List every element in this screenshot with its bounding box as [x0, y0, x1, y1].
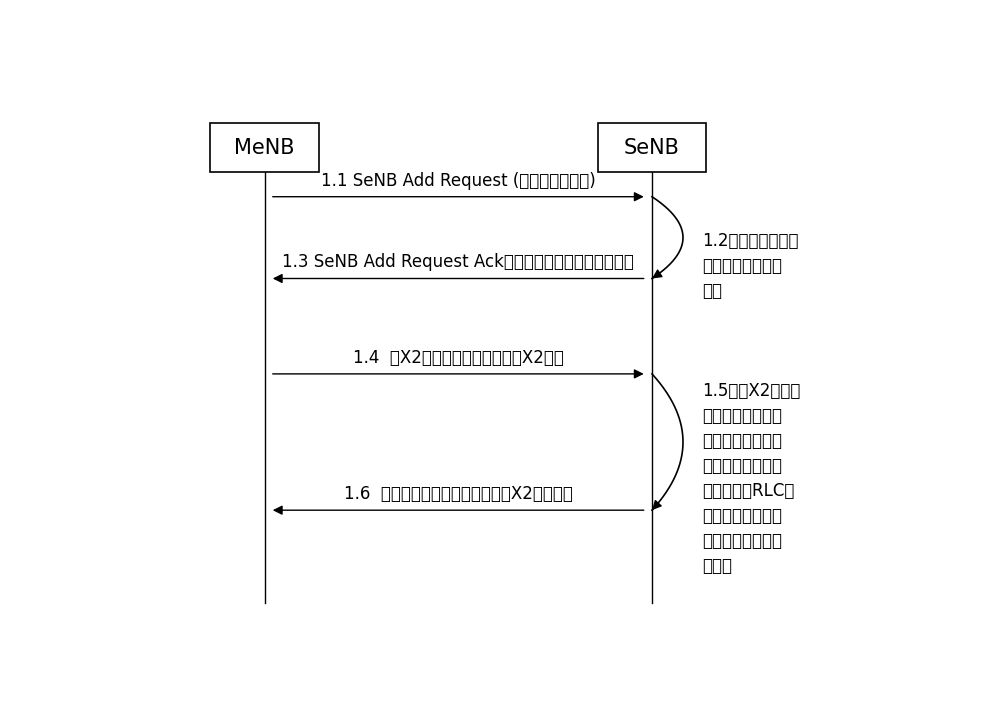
Text: 1.4  以X2数据报文格式持续发送X2数据: 1.4 以X2数据报文格式持续发送X2数据 [353, 349, 564, 367]
Bar [210, 123, 319, 172]
Bar [598, 123, 706, 172]
Text: 1.6  在状态报告定时器超时，发送X2状态报告: 1.6 在状态报告定时器超时，发送X2状态报告 [344, 485, 573, 503]
Text: 1.5检测X2序列号
是否连续，如果不
连续则记录非连续
报文段的个数，并
下发报文给RLC协
议层，并实时判断
状态报告定时器是
否超时: 1.5检测X2序列号 是否连续，如果不 连续则记录非连续 报文段的个数，并 下发… [702, 382, 801, 575]
Text: MeNB: MeNB [234, 137, 295, 158]
Text: 1.2配置状态报告定
时器以及其他实例
建立: 1.2配置状态报告定 时器以及其他实例 建立 [702, 232, 799, 300]
Text: SeNB: SeNB [624, 137, 680, 158]
Text: 1.3 SeNB Add Request Ack（辅基站添加请求应答消息）: 1.3 SeNB Add Request Ack（辅基站添加请求应答消息） [282, 253, 634, 271]
Text: 1.1 SeNB Add Request (辅基站添加请求): 1.1 SeNB Add Request (辅基站添加请求) [321, 171, 596, 190]
